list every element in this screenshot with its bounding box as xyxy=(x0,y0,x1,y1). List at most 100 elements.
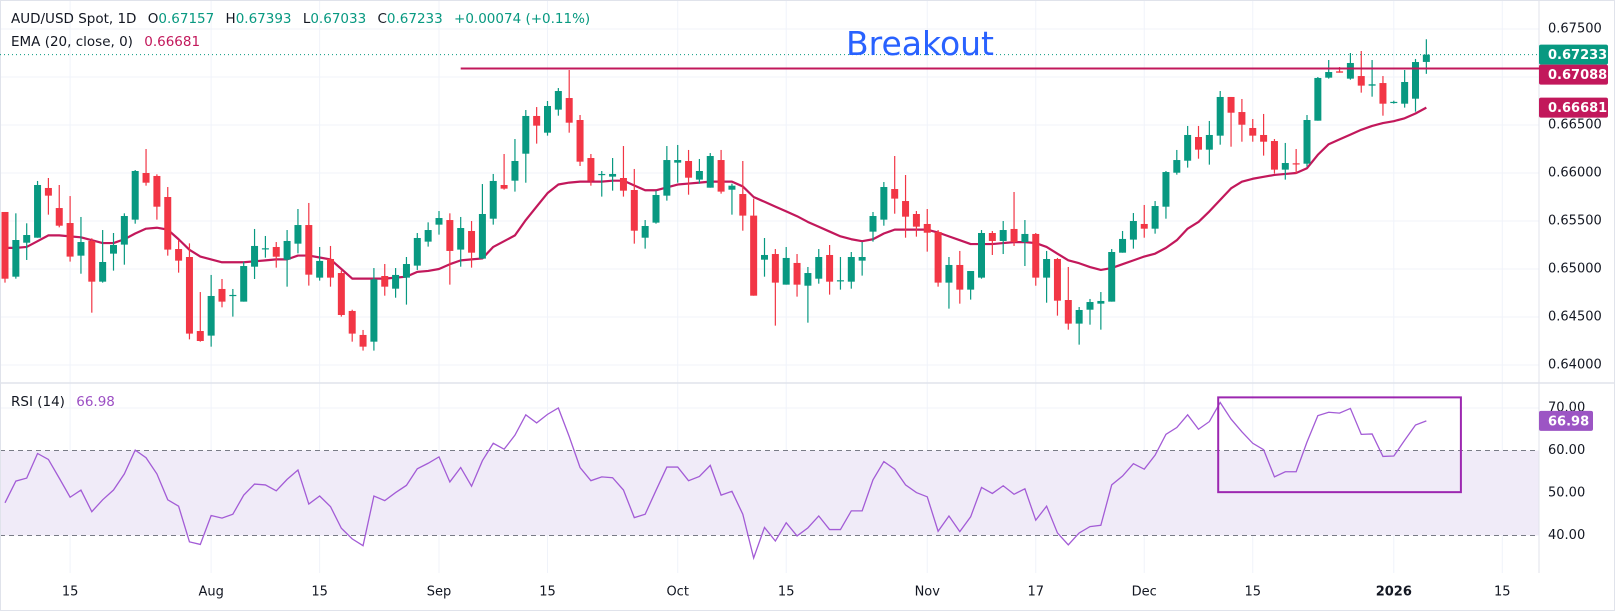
candle-body xyxy=(44,187,52,196)
candle-body xyxy=(392,274,400,289)
candle xyxy=(435,211,443,235)
candle-body xyxy=(1227,96,1235,113)
candle-body xyxy=(164,197,172,250)
candle-body xyxy=(1205,134,1213,150)
candle xyxy=(782,247,790,285)
candle xyxy=(272,242,280,268)
candle xyxy=(1173,149,1181,175)
candle xyxy=(934,230,942,287)
candle xyxy=(717,149,725,194)
candle xyxy=(1184,125,1192,168)
candle-body xyxy=(1195,137,1202,150)
candle xyxy=(706,153,714,188)
candle-body xyxy=(956,264,964,290)
candle xyxy=(923,209,931,252)
candle-body xyxy=(1270,141,1278,170)
candle xyxy=(446,213,454,285)
candle-body xyxy=(1390,101,1398,104)
candle xyxy=(131,170,139,224)
candle xyxy=(1043,250,1051,303)
candle-body xyxy=(34,185,42,238)
candle-body xyxy=(685,161,693,178)
candle xyxy=(695,158,703,184)
candle-body xyxy=(99,261,107,282)
candle xyxy=(1379,76,1387,116)
candle-body xyxy=(457,228,465,250)
price-axis-label: 0.66500 xyxy=(1548,118,1602,133)
candle-body xyxy=(826,254,834,282)
candle-body xyxy=(370,279,378,342)
rsi-line-layer xyxy=(4,396,1462,561)
candle xyxy=(663,146,671,201)
time-axis-label: 15 xyxy=(311,585,328,600)
candle xyxy=(836,257,844,290)
candle xyxy=(1129,213,1137,249)
price-axis-label: 0.64000 xyxy=(1548,358,1602,373)
candle-body xyxy=(294,225,302,244)
candle xyxy=(554,88,562,116)
candle xyxy=(598,170,606,197)
candle-body xyxy=(1021,233,1029,243)
candle xyxy=(1249,119,1257,142)
candle xyxy=(1357,50,1365,93)
candle-body xyxy=(77,242,85,256)
candle-body xyxy=(630,189,638,231)
candle-body xyxy=(55,208,63,226)
rsi-legend: RSI (14) 66.98 xyxy=(11,394,115,410)
candle xyxy=(66,196,74,262)
candle xyxy=(55,185,63,228)
ema-legend: EMA (20, close, 0) 0.66681 xyxy=(11,34,200,50)
candle-body xyxy=(619,177,627,191)
candle-body xyxy=(489,180,497,219)
price-badge-label: 0.67088 xyxy=(1548,68,1607,83)
candle xyxy=(316,247,324,281)
candle-body xyxy=(261,248,269,250)
candle xyxy=(142,149,150,186)
candle xyxy=(1053,257,1061,316)
candle xyxy=(478,184,486,259)
candle xyxy=(175,240,183,273)
candle xyxy=(164,187,172,256)
axes[interactable]: 0.67500 0.66500 0.66000 0.65500 0.65000 0.645… xyxy=(62,22,1608,600)
candle-body xyxy=(641,225,649,238)
candle-body xyxy=(478,213,486,259)
candle-body xyxy=(435,218,443,225)
ema-label: EMA (20, close, 0) xyxy=(11,34,133,50)
candle xyxy=(978,230,985,279)
candle xyxy=(1021,220,1029,267)
candle xyxy=(12,213,20,279)
candle-body xyxy=(1184,134,1192,161)
candle-body xyxy=(663,160,671,196)
candle-body xyxy=(967,271,975,290)
candle-body xyxy=(1064,300,1072,324)
candle-body xyxy=(598,173,606,176)
candle xyxy=(44,177,52,215)
candle xyxy=(120,213,128,265)
candle-body xyxy=(88,240,96,282)
ema-line-layer xyxy=(5,106,1427,280)
candle-body xyxy=(468,230,476,253)
candle xyxy=(804,266,812,323)
candle xyxy=(337,270,345,317)
candle xyxy=(457,216,465,267)
candle xyxy=(196,292,204,342)
candle-body xyxy=(912,213,920,227)
candle xyxy=(251,228,259,279)
rsi-label: RSI (14) xyxy=(11,394,65,410)
candle xyxy=(1140,204,1148,238)
candle xyxy=(956,250,964,304)
low-key: L xyxy=(302,11,311,27)
candle xyxy=(739,161,747,231)
time-axis-label: 15 xyxy=(62,585,79,600)
candle xyxy=(1368,60,1376,97)
candle-body xyxy=(1086,302,1094,310)
rsi-highlight-box[interactable] xyxy=(1217,396,1462,494)
candle xyxy=(641,220,649,249)
candle xyxy=(619,146,627,197)
candle-body xyxy=(120,216,128,245)
candle-body xyxy=(1357,76,1365,86)
candle xyxy=(1260,113,1268,156)
candle xyxy=(185,243,193,340)
candle-body xyxy=(1412,62,1419,99)
